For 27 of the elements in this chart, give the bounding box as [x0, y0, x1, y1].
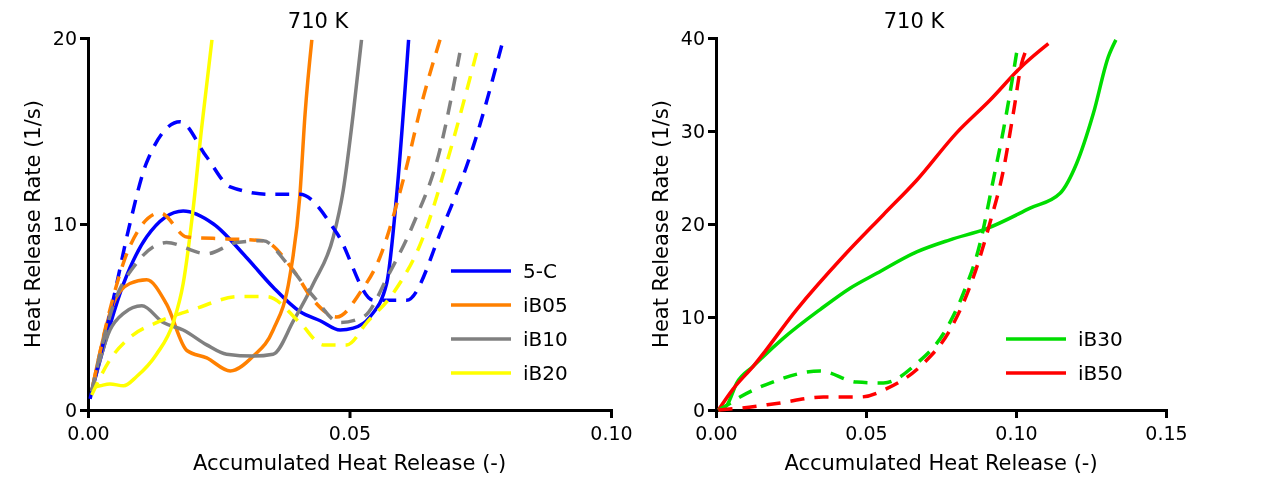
legend-label: iB50: [1078, 361, 1123, 385]
y-tick-label: 0: [692, 398, 705, 421]
x-tick-label: 0.10: [995, 422, 1038, 444]
x-tick-label: 0.15: [1145, 422, 1188, 444]
legend-label: iB05: [523, 293, 568, 317]
legend-label: iB20: [523, 361, 568, 385]
y-tick-label: 0: [64, 398, 77, 421]
x-tick-label: 0.05: [845, 422, 888, 444]
x-tick-label: 0.05: [328, 422, 372, 444]
x-axis-title: Accumulated Heat Release (-): [192, 451, 507, 475]
legend-label: iB30: [1078, 327, 1123, 351]
x-axis-title: Accumulated Heat Release (-): [784, 451, 1098, 475]
x-tick-label: 0.10: [590, 422, 633, 444]
y-axis-title: Heat Release Rate (1/s): [649, 100, 673, 348]
y-axis-title: Heat Release Rate (1/s): [21, 100, 45, 348]
x-tick-label: 0.00: [67, 422, 110, 444]
x-tick-label: 0.00: [695, 422, 738, 444]
legend-label: 5-C: [523, 259, 557, 283]
legend-label: iB10: [523, 327, 568, 351]
y-tick-label: 10: [680, 305, 705, 328]
chart-title: 710 K: [287, 9, 350, 33]
y-tick-label: 40: [680, 26, 705, 49]
chart-title: 710 K: [883, 9, 946, 33]
y-tick-label: 20: [52, 26, 77, 49]
y-tick-label: 10: [52, 212, 77, 235]
y-tick-label: 20: [680, 212, 705, 235]
y-tick-label: 30: [680, 119, 705, 142]
